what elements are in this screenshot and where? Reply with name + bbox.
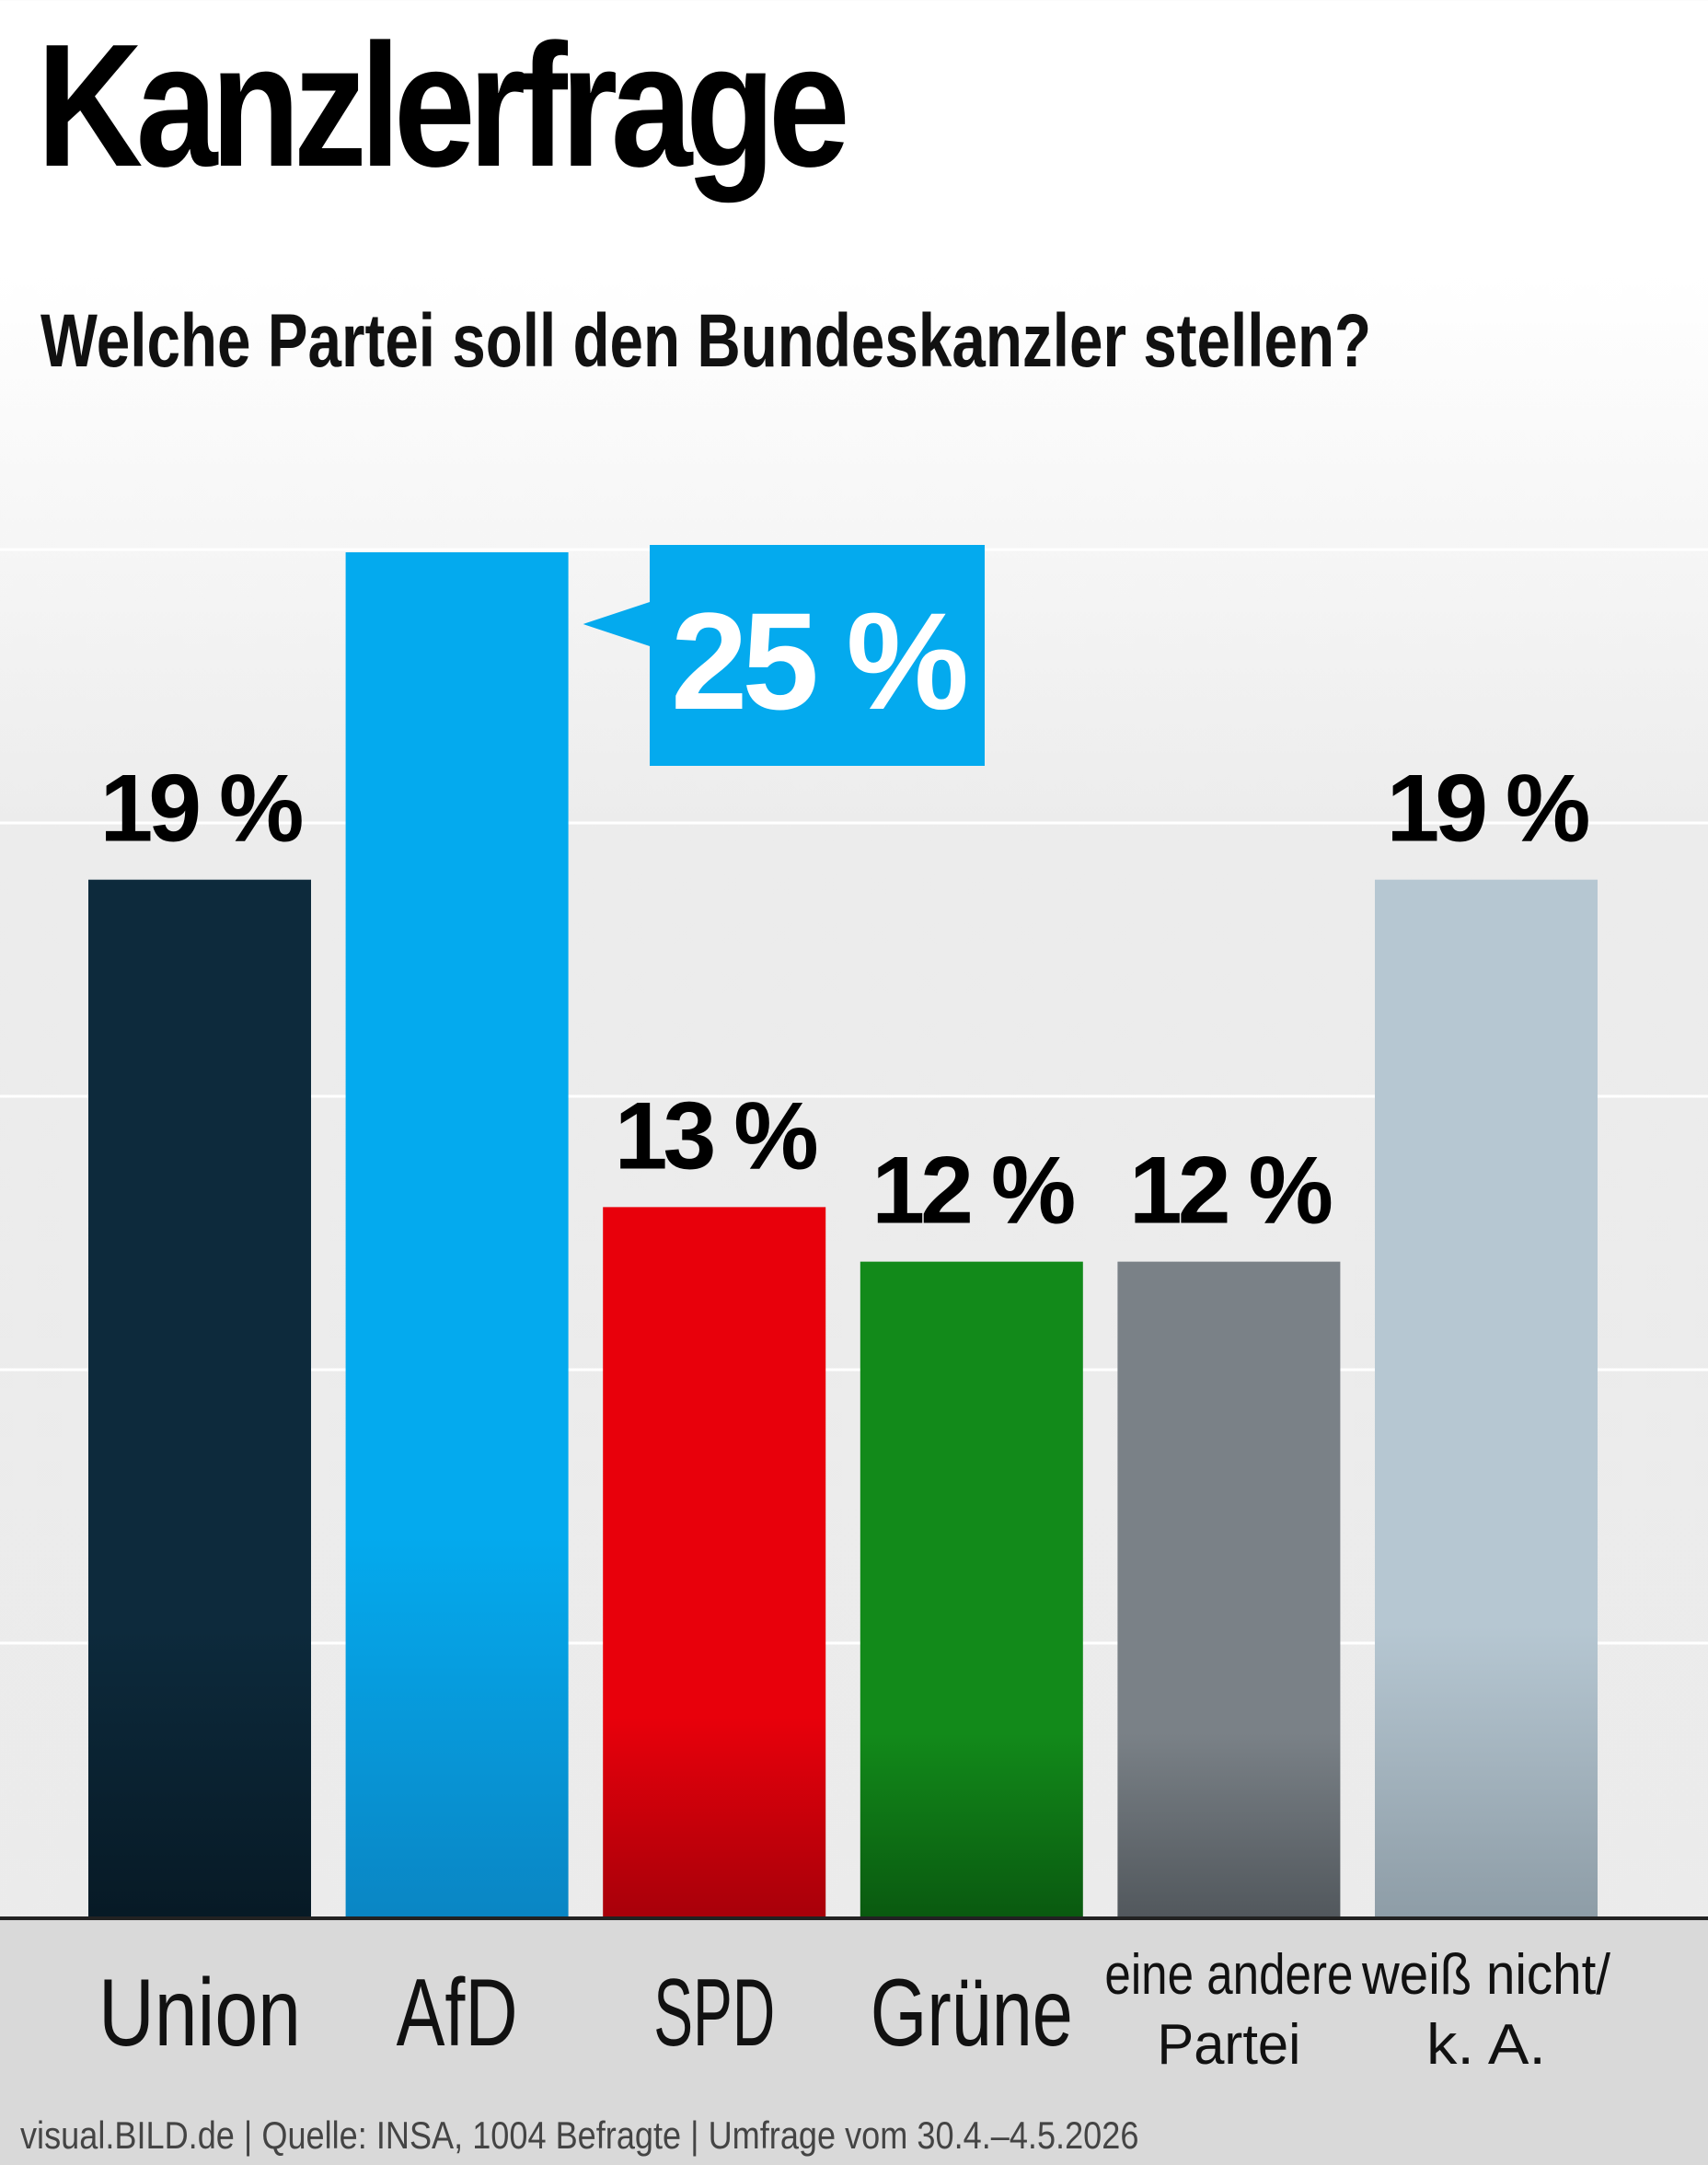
category-label: k. A.	[1426, 2013, 1546, 2077]
value-label: 12 %	[871, 1138, 1074, 1245]
value-label: 13 %	[615, 1082, 817, 1189]
bar	[88, 879, 311, 1917]
value-label: 25 %	[671, 584, 966, 738]
bar	[1117, 1261, 1341, 1916]
bar	[860, 1261, 1083, 1916]
chart-subtitle: Welche Partei soll den Bundeskanzler ste…	[40, 299, 1372, 383]
category-label: eine andere	[1104, 1943, 1353, 2007]
bar	[603, 1207, 826, 1916]
bar	[1375, 879, 1598, 1917]
value-callout	[583, 545, 985, 766]
source-footer: visual.BILD.de | Quelle: INSA, 1004 Befr…	[20, 2113, 1139, 2157]
category-band	[0, 1916, 1708, 2165]
category-label: Union	[98, 1960, 301, 2067]
category-label: Grüne	[871, 1960, 1073, 2067]
category-label: SPD	[653, 1960, 775, 2067]
value-label: 19 %	[1386, 756, 1588, 863]
value-labels: 19 % 25 % 13 % 12 % 12 % 19 %	[99, 545, 1593, 1245]
value-label: 19 %	[99, 756, 302, 863]
bar	[345, 552, 569, 1916]
chart-title: Kanzlerfrage	[37, 8, 850, 203]
value-label: 12 %	[1129, 1138, 1332, 1245]
category-label: Partei	[1157, 2013, 1300, 2077]
bars	[88, 552, 1598, 1917]
category-label: AfD	[397, 1960, 518, 2067]
category-label: weiß nicht/	[1361, 1943, 1611, 2007]
